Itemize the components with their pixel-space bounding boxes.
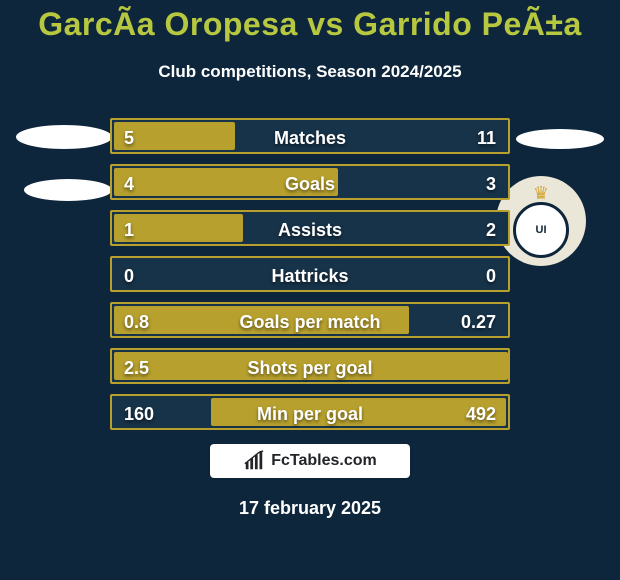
logo-text: FcTables.com xyxy=(271,452,377,470)
stat-row: 43Goals xyxy=(110,164,510,200)
chart-icon xyxy=(243,450,265,472)
ellipse-icon xyxy=(16,125,112,149)
stat-label: Goals xyxy=(112,166,508,202)
crest-monogram: UI xyxy=(536,224,547,236)
stat-row: 2.5Shots per goal xyxy=(110,348,510,384)
stat-label: Assists xyxy=(112,212,508,248)
stat-row: 0.80.27Goals per match xyxy=(110,302,510,338)
stat-rows: 511Matches 43Goals 12Assists 00Hattricks 0.8… xyxy=(110,118,510,440)
stat-label: Goals per match xyxy=(112,304,508,340)
page-subtitle: Club competitions, Season 2024/2025 xyxy=(0,62,620,82)
stat-label: Matches xyxy=(112,120,508,156)
stat-label: Min per goal xyxy=(112,396,508,432)
crest-ring: UI xyxy=(513,202,569,258)
crown-icon: ♛ xyxy=(533,184,549,202)
page-title: GarcÃ­a Oropesa vs Garrido PeÃ±a xyxy=(0,6,620,43)
fctables-logo: FcTables.com xyxy=(210,444,410,478)
comparison-infographic: GarcÃ­a Oropesa vs Garrido PeÃ±a Club co… xyxy=(0,0,620,580)
club-badge xyxy=(18,174,118,206)
date-label: 17 february 2025 xyxy=(0,498,620,519)
stat-label: Shots per goal xyxy=(112,350,508,386)
stat-label: Hattricks xyxy=(112,258,508,294)
ellipse-icon xyxy=(516,129,604,149)
stat-row: 00Hattricks xyxy=(110,256,510,292)
ellipse-icon xyxy=(24,179,112,201)
stat-row: 12Assists xyxy=(110,210,510,246)
stat-row: 511Matches xyxy=(110,118,510,154)
club-badge xyxy=(10,120,118,154)
club-badge xyxy=(510,124,610,154)
stat-row: 160492Min per goal xyxy=(110,394,510,430)
